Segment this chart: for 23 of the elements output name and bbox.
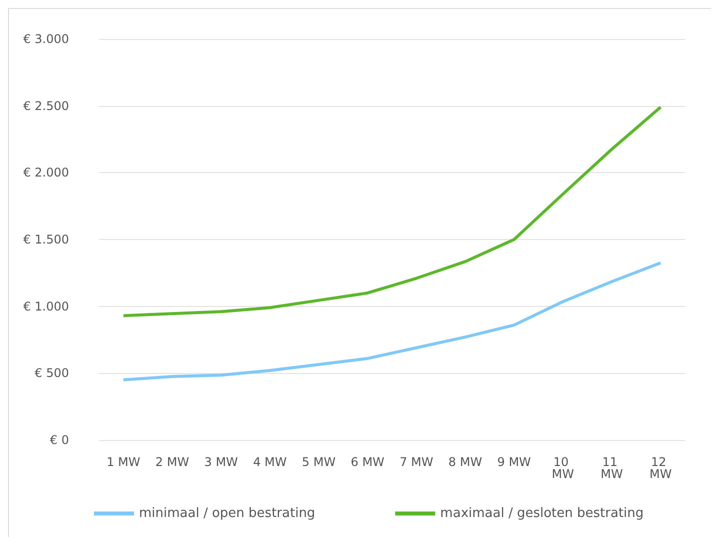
x-tick-label: 12 MW (649, 455, 672, 481)
x-tick-label: 2 MW (155, 455, 190, 469)
y-tick-label: € 2.000 (23, 166, 69, 180)
y-tick-label: € 1.000 (23, 299, 69, 314)
x-tick-label: 6 MW (350, 455, 385, 469)
x-tick-label: 3 MW (204, 455, 238, 469)
x-tick-label: 4 MW (253, 455, 287, 469)
x-tick-label: 9 MW (497, 455, 532, 469)
line-series (122, 106, 662, 318)
x-tick-label: 7 MW (400, 455, 434, 469)
y-tick-label: € 2.500 (23, 98, 69, 113)
legend-label: maximaal / gesloten bestrating (440, 506, 644, 521)
x-tick-label: 8 MW (448, 455, 482, 469)
y-tick-label: € 3.000 (23, 32, 69, 46)
y-tick-label: € 500 (34, 366, 69, 380)
x-tick-label: 1 MW (106, 455, 140, 469)
y-tick-label: € 1.500 (23, 232, 69, 246)
line-series (122, 261, 662, 382)
x-tick-label: 10 MW (552, 455, 574, 481)
legend-label: minimaal / open bestrating (139, 506, 316, 521)
y-tick-label: € 0 (50, 433, 69, 447)
x-tick-label: 11 MW (600, 455, 623, 481)
x-tick-label: 5 MW (302, 455, 336, 469)
